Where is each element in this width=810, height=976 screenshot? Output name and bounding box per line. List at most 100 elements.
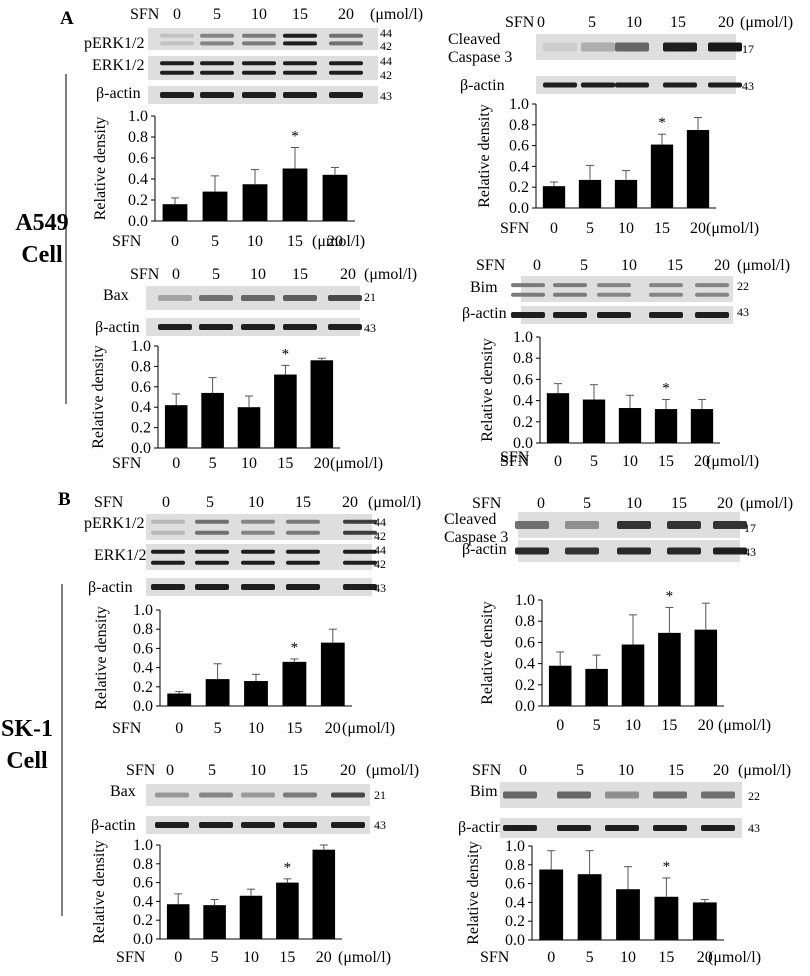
bar (654, 896, 679, 940)
y-tick-label: 0.4 (509, 158, 529, 175)
blot-band (283, 92, 317, 98)
blot-band (329, 70, 363, 75)
dose-label: 15 (661, 717, 677, 734)
unit-label: (μmol/l) (368, 494, 421, 511)
dose-label: 15 (277, 455, 293, 472)
bar (244, 681, 268, 706)
blot-band (241, 549, 275, 554)
bar-chart-A-bax: 0.0 0.2 0.4 0.6 0.8 1.0 * Relative density (90, 338, 340, 457)
bar (654, 409, 678, 443)
dose-label: 10 (618, 220, 634, 237)
blot-band (597, 292, 631, 297)
blot-band (242, 70, 276, 75)
bar-chart-B-bim: 0.0 0.2 0.40.6 0.8 1.0 * Relative density (465, 838, 724, 949)
blot-band (663, 42, 697, 52)
cell-label-a549: A549 (15, 210, 68, 236)
bar (166, 904, 190, 939)
y-tick-label: 1.0 (509, 96, 529, 113)
y-axis-label: Relative density (479, 338, 496, 442)
y-tick-label: 0.6 (505, 876, 525, 893)
dose-label: 0 (172, 266, 180, 283)
blot-band (331, 822, 365, 828)
dose-label: 15 (292, 266, 308, 283)
unit-label: (μmol/l) (366, 762, 419, 779)
blot-band (151, 549, 185, 554)
blot-background (521, 276, 733, 302)
protein-label: β-actin (91, 817, 136, 834)
blot-band (158, 295, 192, 301)
y-tick-label: 0.0 (513, 435, 533, 452)
dose-header: SFN 0 5 10 15 20 (μmol/l) (126, 762, 419, 779)
dose-label: 0 (172, 455, 180, 472)
blot-band (565, 521, 599, 529)
dose-label: 15 (667, 257, 683, 274)
mw-label: 42 (380, 68, 392, 82)
blot-band (597, 283, 631, 288)
dose-header: SFN 0 5 10 15 20 (μmol/l) (94, 494, 421, 511)
bar (274, 374, 297, 448)
blot-band (653, 791, 687, 799)
significance-marker: * (291, 129, 299, 145)
dose-label: 0 (556, 717, 564, 734)
blot-band (515, 547, 549, 555)
blot-band (615, 82, 649, 88)
dose-label: 0 (175, 720, 183, 737)
dose-label: 5 (211, 949, 219, 966)
y-tick-label: 0.8 (131, 358, 151, 375)
blot-strip (515, 540, 747, 562)
dose-label: 20 (718, 14, 734, 31)
y-tick-label: 0.4 (128, 171, 148, 188)
unit-label: (μmol/l) (312, 233, 365, 250)
blot-band (199, 822, 233, 828)
blot-band (329, 33, 363, 38)
dose-label: 20 (690, 220, 706, 237)
y-tick-label: 0.6 (513, 371, 533, 388)
mw-label: 43 (374, 581, 386, 595)
dose-header: SFN 0 5 10 15 20 (μmol/l) (505, 14, 793, 31)
y-tick-label: 0.6 (128, 150, 148, 167)
y-tick-label: 1.0 (128, 108, 148, 125)
blot-band (329, 92, 363, 98)
dose-axis-row: SFN 0 5 10 15 20(μmol/l) (112, 233, 365, 250)
panel-letter-a: A (60, 8, 74, 29)
blot-band (241, 792, 275, 798)
bar (650, 144, 674, 208)
dose-label: 5 (209, 455, 217, 472)
dose-label: 10 (620, 949, 636, 966)
y-tick-label: 0.8 (128, 129, 148, 146)
blot-band (663, 82, 697, 88)
dose-header: SFN 0 5 10 15 20 (μmol/l) (472, 495, 793, 512)
blot-band (241, 822, 275, 828)
dose-label: 10 (626, 14, 642, 31)
mw-label: 21 (364, 290, 376, 304)
blot-band (242, 33, 276, 38)
blot-band (200, 41, 234, 46)
mw-label: 42 (374, 529, 386, 543)
dose-label: 0 (162, 494, 170, 511)
dose-label: 15 (670, 14, 686, 31)
y-tick-label: 0.4 (515, 656, 535, 673)
blot-band (605, 825, 639, 831)
dose-label: 5 (586, 949, 594, 966)
dose-label: 10 (621, 257, 637, 274)
bar (548, 665, 572, 706)
dose-label: 10 (243, 949, 259, 966)
dose-header: SFN 0 5 10 15 20 (μmol/l) (472, 762, 791, 779)
blot-band (708, 42, 742, 52)
protein-label: Bim (470, 783, 498, 800)
dose-label: 5 (208, 762, 216, 779)
dose-axis-row: SFN 0 5 10 15 20(μmol/l) (112, 720, 395, 737)
unit-label: (μmol/l) (718, 717, 771, 734)
bar-chart-A-casp3: 0.0 0.2 0.4 0.6 0.8 1.0 * Relative density (476, 96, 716, 217)
unit-label: (μmol/l) (342, 720, 395, 737)
blot-band (553, 292, 587, 297)
blot-band (649, 283, 683, 288)
dose-label: 5 (588, 14, 596, 31)
mw-label: 42 (380, 39, 392, 53)
blot-band (503, 825, 537, 831)
blot-band (160, 70, 194, 75)
blot-strip (515, 512, 747, 538)
mw-label: 44 (380, 54, 392, 68)
dose-label: 15 (286, 720, 302, 737)
